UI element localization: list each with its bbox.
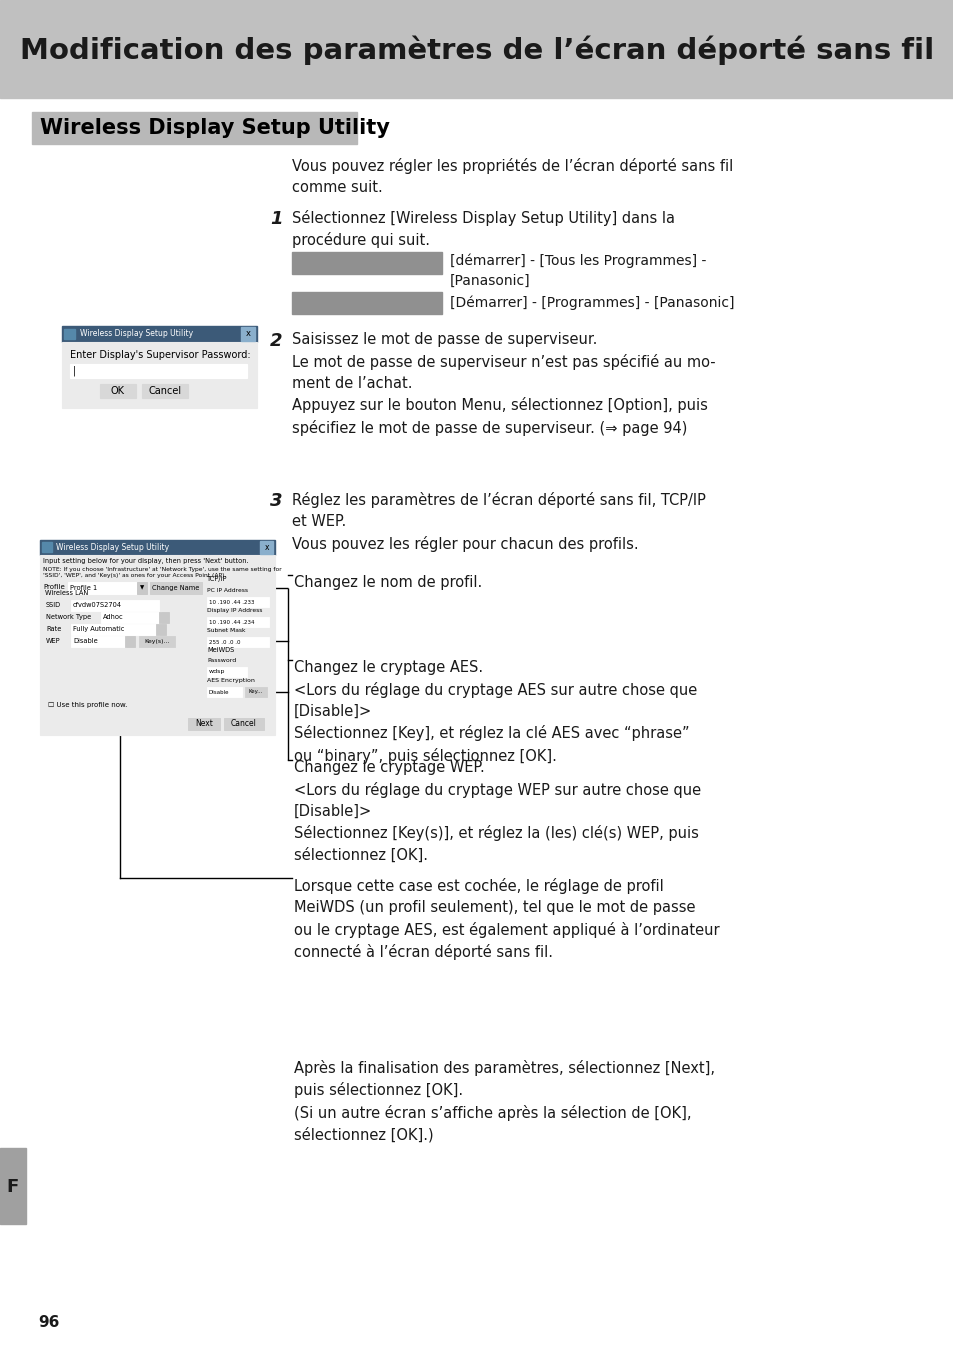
Text: Adhoc: Adhoc bbox=[103, 613, 124, 620]
Text: Fully Automatic: Fully Automatic bbox=[73, 626, 124, 632]
Text: Après la finalisation des paramètres, sélectionnez [Next],
puis sélectionnez [OK: Après la finalisation des paramètres, sé… bbox=[294, 1060, 714, 1143]
Text: [démarrer] - [Tous les Programmes] -
[Panasonic]: [démarrer] - [Tous les Programmes] - [Pa… bbox=[450, 255, 705, 288]
Bar bbox=[241, 328, 254, 341]
Text: 10 .190 .44 .233: 10 .190 .44 .233 bbox=[209, 600, 254, 604]
Bar bbox=[150, 582, 202, 594]
Text: Cancel: Cancel bbox=[231, 719, 256, 728]
Text: Wireless Display Setup Utility: Wireless Display Setup Utility bbox=[56, 543, 169, 551]
Bar bbox=[43, 596, 201, 674]
Bar bbox=[245, 686, 267, 697]
Text: Changez le cryptage AES.
<Lors du réglage du cryptage AES sur autre chose que
[D: Changez le cryptage AES. <Lors du réglag… bbox=[294, 659, 697, 764]
Text: Wireless LAN: Wireless LAN bbox=[45, 590, 89, 596]
Bar bbox=[0, 1148, 26, 1224]
Text: WEP: WEP bbox=[46, 638, 61, 645]
Text: x: x bbox=[265, 543, 269, 551]
Bar bbox=[125, 636, 135, 647]
Text: 255 .0 .0 .0: 255 .0 .0 .0 bbox=[209, 639, 240, 645]
Bar bbox=[207, 668, 247, 677]
Bar bbox=[64, 329, 75, 338]
Text: Changez le cryptage WEP.
<Lors du réglage du cryptage WEP sur autre chose que
[D: Changez le cryptage WEP. <Lors du réglag… bbox=[294, 760, 700, 862]
Bar bbox=[207, 686, 242, 697]
Bar bbox=[101, 612, 161, 623]
Text: wdsp: wdsp bbox=[209, 669, 225, 674]
Text: MeiWDS: MeiWDS bbox=[207, 647, 234, 653]
Bar bbox=[32, 112, 356, 144]
Text: Next: Next bbox=[194, 719, 213, 728]
Bar bbox=[71, 624, 159, 635]
Bar bbox=[42, 542, 52, 552]
Bar bbox=[205, 653, 273, 691]
Bar bbox=[137, 582, 147, 594]
Text: 96: 96 bbox=[38, 1315, 59, 1330]
Text: SSID: SSID bbox=[46, 603, 61, 608]
Text: Rate: Rate bbox=[46, 626, 61, 632]
Bar bbox=[0, 0, 953, 97]
Bar bbox=[62, 343, 256, 408]
Text: F: F bbox=[7, 1178, 19, 1196]
Text: Display IP Address: Display IP Address bbox=[207, 608, 262, 613]
Text: |: | bbox=[73, 366, 76, 376]
Text: Key...: Key... bbox=[249, 689, 263, 695]
Text: 10 .190 .44 .234: 10 .190 .44 .234 bbox=[209, 620, 254, 624]
Text: NOTE: If you choose 'Infrastructure' at 'Network Type', use the same setting for: NOTE: If you choose 'Infrastructure' at … bbox=[43, 567, 281, 578]
Bar bbox=[205, 582, 273, 640]
Bar bbox=[156, 624, 166, 635]
Text: Saisissez le mot de passe de superviseur.
Le mot de passe de superviseur n’est p: Saisissez le mot de passe de superviseur… bbox=[292, 332, 715, 436]
Text: ☐ Use this profile now.: ☐ Use this profile now. bbox=[48, 701, 128, 708]
Text: x: x bbox=[245, 329, 251, 338]
Bar bbox=[62, 326, 256, 343]
Text: 1: 1 bbox=[270, 210, 282, 227]
Text: Profile: Profile bbox=[43, 584, 65, 590]
Bar bbox=[68, 582, 140, 594]
Bar bbox=[207, 617, 269, 627]
Text: TCP/IP: TCP/IP bbox=[207, 575, 227, 582]
Text: Wireless Display Setup Utility: Wireless Display Setup Utility bbox=[80, 329, 193, 338]
Text: Input setting below for your display, then press 'Next' button.: Input setting below for your display, th… bbox=[43, 558, 249, 565]
Bar bbox=[142, 385, 188, 398]
Bar bbox=[292, 292, 441, 314]
Text: Disable: Disable bbox=[209, 689, 230, 695]
Text: Enter Display's Supervisor Password:: Enter Display's Supervisor Password: bbox=[70, 349, 251, 360]
Bar bbox=[40, 540, 274, 555]
Text: 3: 3 bbox=[270, 492, 282, 510]
Bar bbox=[71, 600, 159, 611]
Text: Password: Password bbox=[207, 658, 236, 663]
Text: Subnet Mask: Subnet Mask bbox=[207, 628, 245, 634]
Text: AES Encryption: AES Encryption bbox=[207, 678, 254, 682]
Text: Lorsque cette case est cochée, le réglage de profil
MeiWDS (un profil seulement): Lorsque cette case est cochée, le réglag… bbox=[294, 877, 719, 960]
Bar bbox=[139, 636, 174, 647]
Text: 2: 2 bbox=[270, 332, 282, 349]
Text: OK: OK bbox=[111, 386, 125, 395]
Text: Disable: Disable bbox=[73, 638, 97, 645]
Bar bbox=[224, 718, 264, 730]
Text: Key(s)...: Key(s)... bbox=[144, 639, 170, 643]
Text: Réglez les paramètres de l’écran déporté sans fil, TCP/IP
et WEP.
Vous pouvez le: Réglez les paramètres de l’écran déporté… bbox=[292, 492, 705, 551]
Text: Sélectionnez [Wireless Display Setup Utility] dans la
procédure qui suit.: Sélectionnez [Wireless Display Setup Uti… bbox=[292, 210, 675, 249]
Text: Wireless Display Setup Utility: Wireless Display Setup Utility bbox=[40, 118, 390, 138]
Text: Cancel: Cancel bbox=[149, 386, 181, 395]
Text: Network Type: Network Type bbox=[46, 613, 91, 620]
Bar bbox=[188, 718, 220, 730]
Text: PC IP Address: PC IP Address bbox=[207, 588, 248, 593]
Bar bbox=[100, 385, 136, 398]
Bar bbox=[70, 364, 247, 378]
Text: cfvdw07S2704: cfvdw07S2704 bbox=[73, 603, 122, 608]
Bar bbox=[159, 612, 169, 623]
Bar bbox=[292, 252, 441, 274]
Text: ▼: ▼ bbox=[140, 585, 144, 590]
Text: Vous pouvez régler les propriétés de l’écran déporté sans fil
comme suit.: Vous pouvez régler les propriétés de l’é… bbox=[292, 158, 733, 195]
Bar bbox=[207, 597, 269, 607]
Text: Change Name: Change Name bbox=[152, 585, 199, 590]
Bar bbox=[40, 555, 274, 735]
Text: Modification des paramètres de l’écran déporté sans fil: Modification des paramètres de l’écran d… bbox=[20, 35, 933, 65]
Text: [Démarrer] - [Programmes] - [Panasonic]: [Démarrer] - [Programmes] - [Panasonic] bbox=[450, 297, 734, 310]
Bar bbox=[71, 636, 126, 647]
Bar bbox=[207, 636, 269, 647]
Bar bbox=[260, 542, 273, 554]
Text: Profile 1: Profile 1 bbox=[70, 585, 97, 590]
Text: Changez le nom de profil.: Changez le nom de profil. bbox=[294, 575, 482, 590]
